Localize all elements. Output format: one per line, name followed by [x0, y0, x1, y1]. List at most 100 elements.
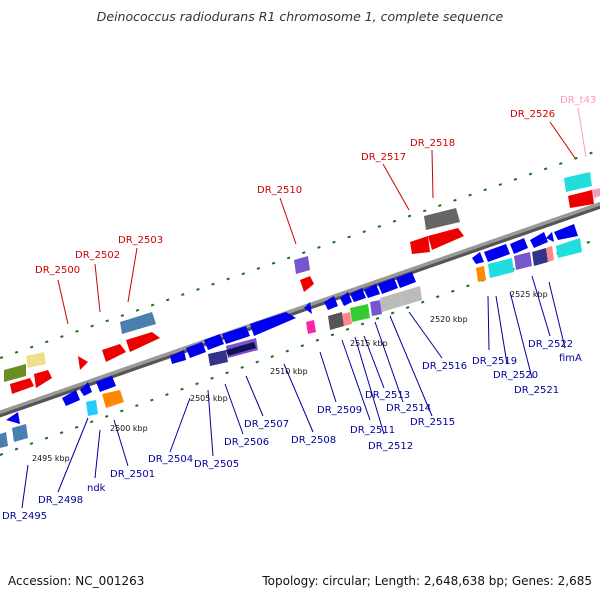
gene-label[interactable]: DR_t43 [560, 95, 596, 106]
gene-arrow[interactable] [102, 344, 126, 362]
gene-blocks-top-strand[interactable] [4, 172, 600, 394]
gene-arrow[interactable] [340, 292, 352, 306]
gene-block[interactable] [350, 304, 370, 322]
gene-block[interactable] [26, 352, 46, 368]
gene-block[interactable] [342, 312, 352, 326]
gene-label[interactable]: DR_2501 [110, 469, 155, 480]
gene-arrow[interactable] [10, 378, 34, 394]
trna-arrow[interactable] [592, 188, 600, 198]
gene-block[interactable] [424, 208, 460, 230]
gene-label[interactable]: DR_2515 [410, 417, 455, 428]
gene-block[interactable] [102, 390, 124, 408]
gene-block[interactable] [556, 238, 582, 258]
gene-label[interactable]: DR_2508 [291, 435, 336, 446]
gene-label[interactable]: DR_2502 [75, 250, 120, 261]
gene-label[interactable]: DR_2495 [2, 511, 47, 522]
gene-block[interactable] [306, 320, 316, 334]
gene-label[interactable]: DR_2500 [35, 265, 80, 276]
gene-label[interactable]: DR_2503 [118, 235, 163, 246]
gene-block[interactable] [476, 266, 486, 282]
gene-arrow[interactable] [170, 350, 186, 364]
gene-arrow[interactable] [510, 238, 528, 254]
gene-label[interactable]: DR_2513 [365, 390, 410, 401]
top-leader-lines [57, 121, 576, 325]
gene-label[interactable]: DR_2521 [514, 385, 559, 396]
gene-arrow[interactable] [568, 190, 594, 208]
gene-label[interactable]: DR_2506 [224, 437, 269, 448]
gene-block[interactable] [488, 258, 514, 278]
gene-arrow[interactable] [204, 334, 224, 350]
gene-block[interactable] [564, 172, 592, 192]
gene-arrow[interactable] [222, 326, 250, 344]
gene-arrow[interactable] [324, 296, 338, 310]
chromosome-backbone-shadow [0, 202, 600, 418]
gene-block[interactable] [328, 312, 344, 330]
gene-block[interactable] [370, 300, 382, 316]
gene-label[interactable]: DR_2512 [368, 441, 413, 452]
gene-label[interactable]: DR_2518 [410, 138, 455, 149]
gene-blocks-bottom-strand[interactable] [0, 224, 582, 448]
gene-block[interactable] [226, 342, 256, 356]
gene-arrow[interactable] [396, 272, 416, 288]
gene-block[interactable] [514, 252, 532, 270]
gene-label[interactable]: DR_2517 [361, 152, 406, 163]
gene-block[interactable] [12, 424, 28, 442]
gene-arrow[interactable] [62, 390, 80, 406]
accession-text: Accession: NC_001263 [8, 574, 145, 588]
gene-arrow[interactable] [378, 278, 398, 294]
gene-arrow[interactable] [530, 232, 548, 248]
gene-arrow[interactable] [34, 370, 52, 388]
gene-arrow[interactable] [304, 302, 312, 314]
gene-label[interactable]: ndk [87, 483, 106, 494]
scale-label: 2500 kbp [110, 424, 148, 433]
gene-block[interactable] [0, 432, 8, 448]
gene-label[interactable]: DR_2507 [244, 419, 289, 430]
scale-label: 2515 kbp [350, 339, 388, 348]
gene-block[interactable] [380, 292, 402, 312]
gene-arrow[interactable] [428, 228, 464, 250]
gene-block[interactable] [400, 286, 422, 306]
gene-block[interactable] [532, 248, 548, 266]
scale-label: 2495 kbp [32, 454, 70, 463]
gene-arrow[interactable] [250, 312, 296, 336]
gene-arrow[interactable] [410, 236, 430, 254]
gene-label[interactable]: fimA [559, 353, 582, 364]
gene-label[interactable]: DR_2514 [386, 403, 431, 414]
gene-label[interactable]: DR_2516 [422, 361, 467, 372]
gene-arrow[interactable] [350, 288, 366, 302]
gene-label[interactable]: DR_2522 [528, 339, 573, 350]
scale-label: 2520 kbp [430, 315, 468, 324]
gene-block[interactable] [86, 400, 98, 416]
gene-arrow[interactable] [96, 376, 116, 392]
gene-label[interactable]: DR_2520 [493, 370, 538, 381]
gene-arrow[interactable] [80, 382, 92, 396]
gene-block[interactable] [120, 312, 156, 334]
gene-arrow[interactable] [126, 332, 160, 352]
top-gene-labels: DR_2500 DR_2502 DR_2503 DR_2510 DR_2517 … [35, 95, 596, 276]
bottom-gene-labels: DR_2495 DR_2498 ndk DR_2501 DR_2504 DR_2… [2, 339, 582, 522]
gene-label[interactable]: DR_2526 [510, 109, 555, 120]
gene-arrow[interactable] [6, 412, 20, 424]
gene-block[interactable] [208, 350, 228, 366]
gene-label[interactable]: DR_2519 [472, 356, 517, 367]
gene-arrow[interactable] [484, 244, 510, 262]
gene-arrow[interactable] [186, 342, 206, 358]
gene-arrow[interactable] [554, 224, 578, 240]
gene-block[interactable] [294, 256, 310, 274]
gene-label[interactable]: DR_2505 [194, 459, 239, 470]
scale-label: 2525 kbp [510, 290, 548, 299]
gene-label[interactable]: DR_2498 [38, 495, 83, 506]
gene-block[interactable] [4, 364, 26, 382]
gene-block[interactable] [546, 246, 554, 262]
gene-label[interactable]: DR_2511 [350, 425, 395, 436]
gene-arrow[interactable] [364, 284, 380, 298]
gene-label[interactable]: DR_2510 [257, 185, 302, 196]
gene-arrow[interactable] [472, 252, 484, 264]
gene-label[interactable]: DR_2509 [317, 405, 362, 416]
scale-label: 2510 kbp [270, 367, 308, 376]
gene-label[interactable]: DR_2504 [148, 454, 193, 465]
gene-arrow[interactable] [300, 276, 314, 292]
gene-arrow[interactable] [546, 232, 554, 242]
gene-arrow[interactable] [78, 356, 88, 370]
scale-label: 2505 kbp [190, 394, 228, 403]
